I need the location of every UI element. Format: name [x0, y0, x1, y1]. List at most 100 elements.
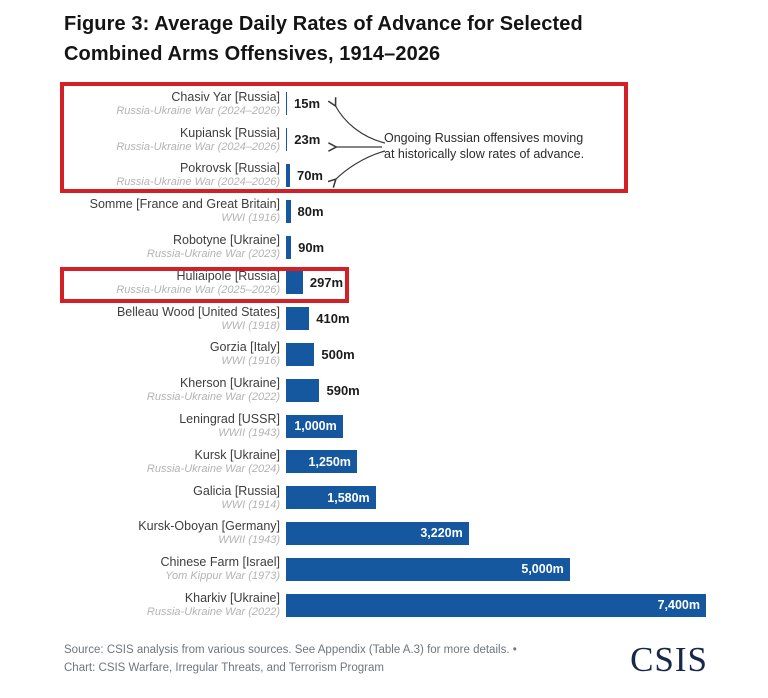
figure-title-line2: Combined Arms Offensives, 1914–2026: [64, 43, 441, 65]
offensive-label: Chinese Farm [Israel]: [160, 555, 280, 570]
bar-zone: 3,220m: [286, 516, 732, 552]
row-labels: Pokrovsk [Russia] Russia-Ukraine War (202…: [64, 161, 286, 189]
offensive-label: Kursk-Oboyan [Germany]: [138, 519, 280, 534]
bar: [286, 378, 320, 402]
chart-row: Gorzia [Italy] WWI (1916) 500m: [64, 337, 732, 373]
figure-title: Figure 3: Average Daily Rates of Advance…: [64, 9, 724, 69]
bar-zone: 590m: [286, 372, 732, 408]
offensive-label: Robotyne [Ukraine]: [172, 233, 280, 248]
chart-row: Leningrad [USSR] WWII (1943) 1,000m: [64, 408, 732, 444]
bar-value-label: 1,580m: [327, 490, 370, 505]
offensive-label: Pokrovsk [Russia]: [179, 161, 280, 176]
offensive-label: Kherson [Ukraine]: [179, 376, 280, 391]
bar-value-label: 590m: [326, 382, 360, 398]
offensive-label: Leningrad [USSR]: [179, 412, 280, 427]
war-label: WWII (1943): [218, 534, 280, 547]
war-label: Russia-Ukraine War (2023): [146, 248, 280, 261]
bar: [286, 342, 315, 366]
row-labels: Belleau Wood [United States] WWI (1918): [64, 305, 286, 333]
annotation-line1: Ongoing Russian offensives moving: [384, 131, 584, 145]
bar-value-label: 5,000m: [521, 562, 564, 577]
offensive-label: Chasiv Yar [Russia]: [171, 89, 280, 104]
row-labels: Kursk [Ukraine] Russia-Ukraine War (2024): [64, 448, 286, 476]
chart-row: Belleau Wood [United States] WWI (1918) 41…: [64, 301, 732, 337]
chart-row: Chasiv Yar [Russia] Russia-Ukraine War (2…: [64, 86, 732, 122]
war-label: Russia-Ukraine War (2022): [146, 391, 280, 404]
chart-row: Pokrovsk [Russia] Russia-Ukraine War (202…: [64, 158, 732, 194]
chart-row: Kursk-Oboyan [Germany] WWII (1943) 3,220m: [64, 516, 732, 552]
offensive-label: Somme [France and Great Britain]: [89, 197, 280, 212]
arrow-to-chasiv-yar: [328, 97, 386, 144]
annotation-arrows: [328, 97, 386, 188]
offensive-label: Gorzia [Italy]: [209, 340, 280, 355]
bar: 7,400m: [286, 593, 706, 617]
bar-zone: 500m: [286, 337, 732, 373]
bar-rows: Chasiv Yar [Russia] Russia-Ukraine War (2…: [64, 86, 732, 623]
chart-row: Kharkiv [Ukraine] Russia-Ukraine War (202…: [64, 587, 732, 623]
war-label: Russia-Ukraine War (2025–2026): [116, 283, 280, 296]
annotation-callout: Ongoing Russian offensives moving at his…: [384, 130, 624, 162]
war-label: WWI (1916): [221, 355, 280, 368]
offensive-label: Kharkiv [Ukraine]: [184, 591, 280, 606]
offensive-label: Kursk [Ukraine]: [194, 447, 280, 462]
bar-zone: 1,250m: [286, 444, 732, 480]
bar-zone: 1,000m: [286, 408, 732, 444]
bar: 1,580m: [286, 486, 376, 510]
offensive-label: Kupiansk [Russia]: [179, 125, 280, 140]
bar-value-label: 15m: [294, 96, 321, 112]
bar-zone: 410m: [286, 301, 732, 337]
offensive-label: Galicia [Russia]: [193, 483, 280, 498]
chart-row: Galicia [Russia] WWI (1914) 1,580m: [64, 480, 732, 516]
arrow-to-pokrovsk: [328, 150, 386, 188]
war-label: Russia-Ukraine War (2024): [146, 462, 280, 475]
bar-zone: 5,000m: [286, 551, 732, 587]
figure-title-line1: Figure 3: Average Daily Rates of Advance…: [64, 13, 583, 35]
bar: 3,220m: [286, 521, 469, 545]
row-labels: Robotyne [Ukraine] Russia-Ukraine War (20…: [64, 233, 286, 261]
bar-zone: 15m: [286, 86, 732, 122]
row-labels: Kharkiv [Ukraine] Russia-Ukraine War (202…: [64, 591, 286, 619]
bar: [286, 271, 303, 295]
bar: [286, 199, 291, 223]
war-label: Yom Kippur War (1973): [165, 570, 280, 583]
bar-value-label: 80m: [297, 203, 324, 219]
bar-value-label: 297m: [309, 275, 344, 291]
row-labels: Kherson [Ukraine] Russia-Ukraine War (202…: [64, 376, 286, 404]
chart-row: Kherson [Ukraine] Russia-Ukraine War (202…: [64, 372, 732, 408]
row-labels: Chinese Farm [Israel] Yom Kippur War (197…: [64, 555, 286, 583]
bar: [286, 92, 287, 116]
war-label: Russia-Ukraine War (2024–2026): [116, 176, 280, 189]
row-labels: Leningrad [USSR] WWII (1943): [64, 412, 286, 440]
bar: [286, 163, 290, 187]
war-label: WWI (1914): [221, 498, 280, 511]
bar-zone: 7,400m: [286, 587, 732, 623]
row-labels: Kupiansk [Russia] Russia-Ukraine War (202…: [64, 126, 286, 154]
row-labels: Huliaipole [Russia] Russia-Ukraine War (2…: [64, 269, 286, 297]
annotation-line2: at historically slow rates of advance.: [384, 147, 585, 161]
bar: [286, 307, 310, 331]
highlight-box-huliaipole: [60, 267, 349, 303]
bar: 5,000m: [286, 557, 570, 581]
bar: 1,000m: [286, 414, 343, 438]
chart-row: Chinese Farm [Israel] Yom Kippur War (197…: [64, 551, 732, 587]
war-label: WWII (1943): [218, 427, 280, 440]
bar-value-label: 23m: [294, 132, 321, 148]
chart-row: Kupiansk [Russia] Russia-Ukraine War (202…: [64, 122, 732, 158]
war-label: WWI (1916): [221, 212, 280, 225]
bar-value-label: 410m: [316, 311, 350, 327]
footer-chart-line: Chart: CSIS Warfare, Irregular Threats, …: [64, 662, 384, 674]
csis-logo: CSIS: [630, 640, 708, 679]
bar-value-label: 90m: [298, 239, 325, 255]
bar-value-label: 3,220m: [420, 526, 463, 541]
row-labels: Galicia [Russia] WWI (1914): [64, 484, 286, 512]
war-label: Russia-Ukraine War (2022): [146, 606, 280, 619]
bar-zone: 297m: [286, 265, 732, 301]
bar: [286, 235, 292, 259]
highlight-box-ongoing-offensives: [60, 82, 628, 193]
offensive-label: Huliaipole [Russia]: [176, 268, 280, 283]
chart-row: Kursk [Ukraine] Russia-Ukraine War (2024)…: [64, 444, 732, 480]
offensive-label: Belleau Wood [United States]: [116, 304, 280, 319]
war-label: WWI (1918): [221, 319, 280, 332]
chart-row: Robotyne [Ukraine] Russia-Ukraine War (20…: [64, 229, 732, 265]
